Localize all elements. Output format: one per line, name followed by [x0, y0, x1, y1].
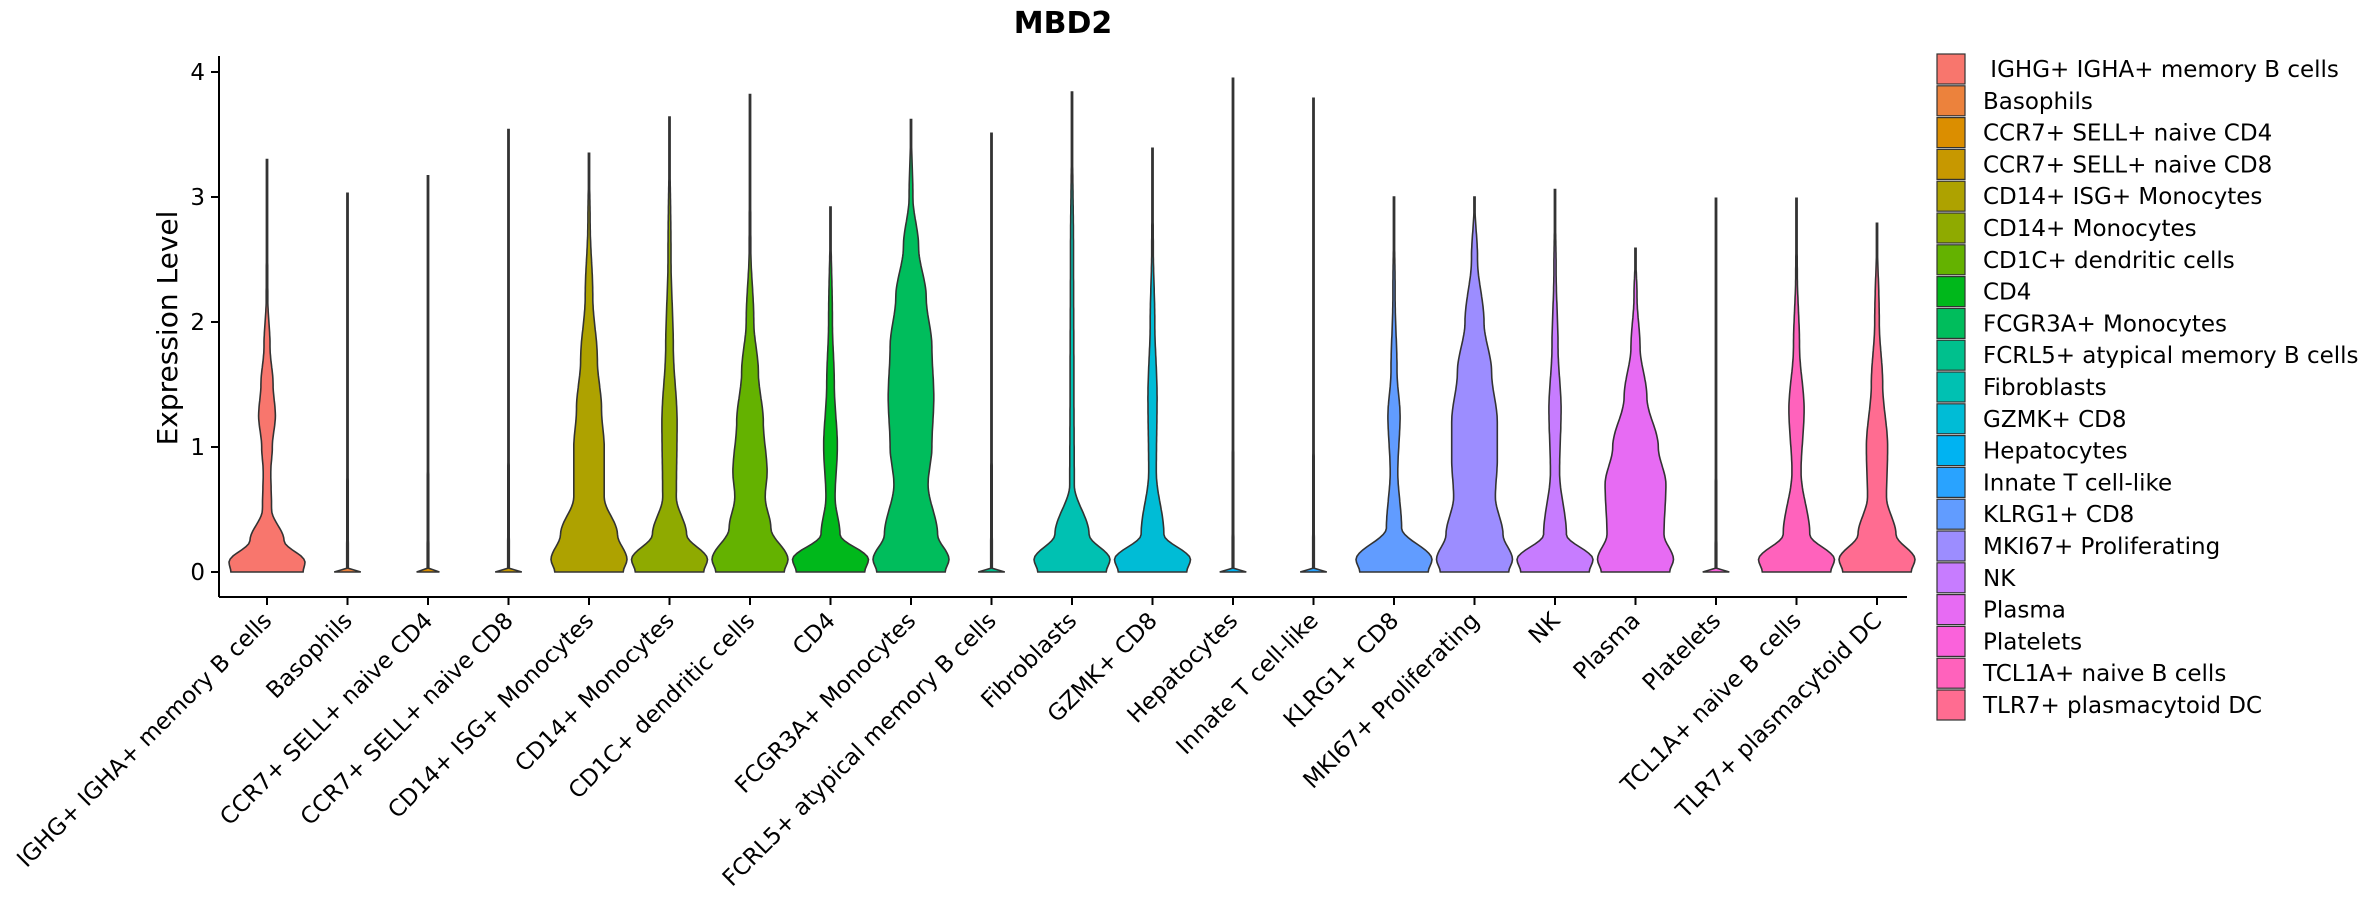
violin-2	[333, 192, 362, 573]
legend-label: Fibroblasts	[1983, 375, 2107, 401]
x-tick-label: CD14+ Monocytes	[510, 608, 679, 777]
violin-13	[1219, 77, 1247, 573]
legend-swatch	[1936, 530, 1966, 562]
violin-19	[1702, 197, 1730, 573]
violin-9	[872, 118, 950, 573]
violin-17	[1516, 188, 1594, 573]
violin-10	[977, 132, 1006, 573]
violin-14	[1299, 97, 1328, 573]
legend-label: TLR7+ plasmacytoid DC	[1982, 693, 2262, 719]
legend-label: KLRG1+ CD8	[1983, 502, 2134, 528]
x-tick-label: Innate T cell-like	[1172, 608, 1324, 760]
violin-21	[1838, 222, 1916, 573]
legend-label: IGHG+ IGHA+ memory B cells	[1983, 57, 2339, 83]
legend-label: Platelets	[1983, 629, 2082, 655]
violin-6	[630, 116, 709, 573]
violin-12	[1113, 147, 1192, 573]
violin-15	[1355, 196, 1433, 573]
legend-label: GZMK+ CD8	[1983, 407, 2127, 433]
legend-swatch	[1936, 498, 1966, 530]
legend: IGHG+ IGHA+ memory B cells Basophils CCR7+…	[1936, 53, 2359, 721]
x-tick-label: NK	[1524, 607, 1566, 649]
legend-swatch	[1936, 276, 1966, 308]
y-tick-label: 2	[190, 310, 205, 336]
legend-label: CCR7+ SELL+ naive CD8	[1983, 152, 2272, 178]
legend-swatch	[1936, 466, 1966, 498]
legend-label: CD14+ ISG+ Monocytes	[1983, 184, 2262, 210]
legend-swatch	[1936, 85, 1966, 117]
legend-swatch	[1936, 593, 1966, 626]
y-tick-label: 3	[190, 185, 205, 211]
violins	[228, 77, 1916, 573]
legend-swatch	[1936, 562, 1966, 594]
legend-label: FCGR3A+ Monocytes	[1983, 311, 2227, 337]
legend-label: Plasma	[1983, 598, 2066, 624]
legend-label: Innate T cell-like	[1983, 470, 2172, 496]
y-tick-label: 0	[190, 560, 205, 586]
legend-label: NK	[1983, 566, 2016, 592]
violin-8	[791, 206, 870, 573]
legend-label: CD14+ Monocytes	[1983, 216, 2197, 242]
legend-swatch	[1936, 371, 1966, 403]
legend-swatch	[1936, 339, 1966, 371]
violin-18	[1596, 247, 1675, 573]
violin-1	[228, 158, 306, 573]
violin-3	[416, 175, 440, 573]
violin-20	[1757, 197, 1836, 573]
legend-swatch	[1936, 148, 1966, 180]
legend-swatch	[1936, 403, 1966, 435]
violin-5	[550, 152, 628, 573]
legend-swatch	[1936, 435, 1966, 467]
legend-label: CD4	[1983, 280, 2031, 306]
x-tick-label: CD4	[788, 608, 841, 661]
legend-label: Hepatocytes	[1983, 439, 2128, 465]
legend-swatch	[1936, 116, 1966, 149]
violin-16	[1435, 196, 1514, 573]
legend-swatch	[1936, 53, 1966, 85]
legend-label: CCR7+ SELL+ naive CD4	[1983, 121, 2272, 147]
legend-label: FCRL5+ atypical memory B cells	[1983, 343, 2359, 369]
legend-swatch	[1936, 657, 1966, 689]
violin-4	[494, 128, 523, 573]
chart-title: MBD2	[1014, 6, 1113, 41]
legend-label: Basophils	[1983, 89, 2093, 115]
x-tick-labels: IGHG+ IGHA+ memory B cellsBasophilsCCR7+…	[12, 597, 1887, 892]
legend-swatch	[1936, 307, 1966, 339]
y-axis-label: Expression Level	[151, 211, 184, 446]
y-tick-label: 4	[190, 60, 205, 86]
legend-swatch	[1936, 180, 1966, 212]
legend-label: CD1C+ dendritic cells	[1983, 248, 2235, 274]
legend-swatch	[1936, 689, 1966, 721]
legend-swatch	[1936, 212, 1966, 244]
violin-7	[711, 93, 789, 573]
x-tick-label: Plasma	[1569, 608, 1646, 685]
violin-11	[1033, 91, 1111, 573]
legend-label: MKI67+ Proliferating	[1983, 534, 2220, 560]
x-tick-label: IGHG+ IGHA+ memory B cells	[12, 608, 277, 873]
legend-label: TCL1A+ naive B cells	[1982, 661, 2226, 687]
legend-swatch	[1936, 244, 1966, 276]
y-ticks: 0 1 2 3 4	[190, 60, 219, 586]
y-tick-label: 1	[190, 435, 205, 461]
legend-swatch	[1936, 625, 1966, 658]
